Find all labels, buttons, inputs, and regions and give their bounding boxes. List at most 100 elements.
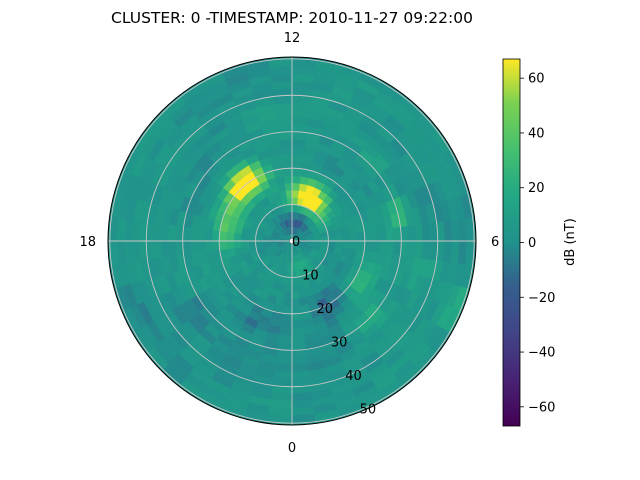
heatmap-cell	[204, 229, 213, 242]
radial-tick-labels: 0 10 20 30 40 50	[292, 235, 376, 417]
heatmap-cell	[262, 236, 271, 242]
heatmap-cell	[240, 234, 249, 242]
heatmap-cell	[275, 116, 293, 126]
heatmap-cell	[279, 327, 293, 337]
heatmap-cell	[247, 234, 257, 242]
heatmap-cell	[233, 233, 242, 242]
heatmap-cell	[378, 240, 388, 254]
heatmap-cell	[275, 356, 293, 366]
heatmap-cell	[284, 182, 293, 191]
heatmap-cell	[291, 305, 302, 315]
heatmap-cell	[285, 284, 293, 293]
colorbar-tick-label: −20	[528, 291, 555, 306]
heatmap-cell	[392, 226, 402, 242]
theta-label-18: 18	[79, 235, 96, 250]
heatmap-cell	[291, 153, 304, 162]
heatmap-cell	[291, 131, 307, 141]
theta-label-0: 0	[288, 441, 296, 456]
heatmap-cell	[291, 298, 301, 307]
heatmap-cell	[291, 138, 306, 148]
theta-label-6: 6	[491, 235, 499, 250]
radial-tick-label: 50	[360, 402, 377, 417]
heatmap-cell	[281, 160, 293, 170]
heatmap-cell	[342, 233, 351, 242]
heatmap-cell	[327, 240, 337, 248]
heatmap-cell	[283, 298, 293, 307]
heatmap-cell	[211, 230, 221, 242]
colorbar-tick-label: 0	[528, 236, 536, 251]
heatmap-cell	[287, 262, 293, 271]
heatmap-cell	[278, 334, 293, 344]
colorbar-label: dB (nT)	[563, 218, 578, 266]
heatmap-cell	[407, 240, 417, 258]
heatmap-cell	[291, 189, 299, 198]
radial-tick-label: 40	[345, 369, 362, 384]
colorbar-tick-label: 40	[528, 126, 545, 141]
heatmap-cell	[363, 230, 373, 242]
heatmap-cell	[282, 305, 293, 315]
heatmap-cell	[226, 240, 235, 250]
heatmap-cell	[282, 167, 293, 177]
heatmap-cell	[196, 240, 206, 254]
heatmap-cell	[378, 228, 388, 242]
heatmap-cell	[349, 232, 358, 242]
heatmap-cell	[283, 175, 293, 184]
heatmap-cell	[280, 320, 293, 329]
heatmap-cell	[167, 240, 177, 258]
colorbar-ticks: 60 40 20 0 −20 −40 −60	[520, 72, 555, 415]
heatmap-cell	[280, 153, 293, 162]
heatmap-cell	[313, 240, 322, 246]
colorbar-tick-label: 20	[528, 181, 545, 196]
heatmap-cell	[291, 160, 303, 170]
heatmap-cell	[291, 312, 303, 322]
heatmap-cell	[218, 240, 228, 251]
heatmap-cell	[407, 224, 417, 242]
radial-tick-label: 30	[331, 335, 348, 350]
heatmap-cell	[285, 276, 293, 286]
heatmap-cell	[281, 312, 293, 322]
chart-title: CLUSTER: 0 -TIMESTAMP: 2010-11-27 09:22:…	[111, 9, 473, 27]
heatmap-cell	[349, 240, 358, 250]
polar-frame	[107, 56, 477, 426]
heatmap-cell	[291, 334, 306, 344]
heatmap-cell	[320, 240, 329, 247]
heatmap-cell	[371, 229, 380, 242]
radial-tick-label: 20	[316, 302, 333, 317]
heatmap-cell	[279, 145, 293, 155]
heatmap-cell	[291, 145, 305, 155]
heatmap-cell	[291, 341, 307, 351]
heatmap-cell	[385, 240, 395, 255]
heatmap-cell	[182, 240, 192, 256]
heatmap-cell	[335, 240, 344, 248]
heatmap-cell	[233, 240, 242, 249]
colorbar-tick-label: −60	[528, 400, 555, 415]
colorbar-gradient	[502, 58, 521, 427]
heatmap-cell	[392, 240, 402, 256]
heatmap-cell	[291, 211, 297, 220]
heatmap-cell	[356, 231, 366, 242]
heatmap-cell	[277, 341, 293, 351]
heatmap-cell	[291, 175, 301, 184]
heatmap-cell	[291, 182, 300, 191]
radial-tick-label: 10	[302, 268, 319, 283]
heatmap-cell	[291, 291, 300, 300]
colorbar-tick-label: −40	[528, 346, 555, 361]
colorbar: 60 40 20 0 −20 −40 −60 dB (nT)	[502, 58, 578, 427]
heatmap-cell	[291, 356, 309, 366]
heatmap-cell	[277, 131, 293, 141]
heatmap-cell	[189, 227, 199, 242]
heatmap-cell	[204, 240, 213, 253]
heatmap-cell	[371, 240, 380, 253]
heatmap-cell	[291, 167, 302, 177]
heatmap-cell	[255, 235, 264, 242]
heatmap-cell	[284, 291, 293, 300]
heatmap-cell	[291, 327, 305, 337]
heatmap-cell	[218, 231, 228, 242]
heatmap-cell	[286, 269, 293, 278]
heatmap-cell	[196, 228, 206, 242]
heatmap-cell	[385, 227, 395, 242]
heatmap-cell	[291, 196, 299, 206]
heatmap-cell	[291, 116, 309, 126]
theta-label-12: 12	[284, 31, 301, 46]
